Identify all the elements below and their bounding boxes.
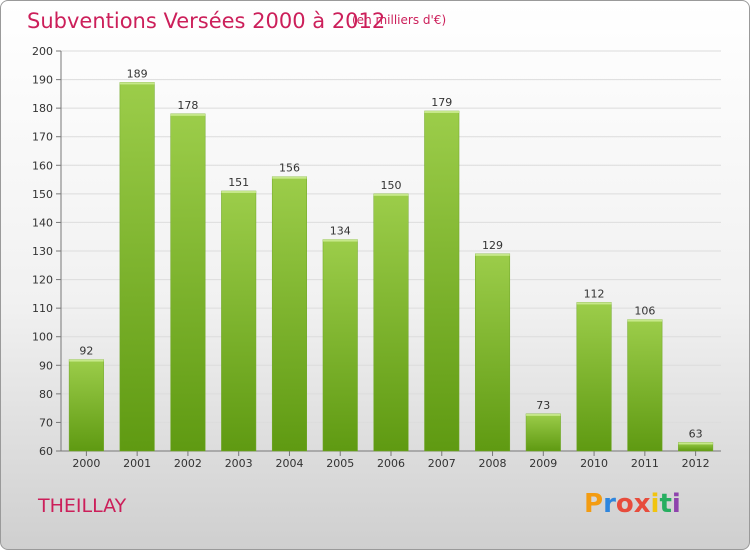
data-label-2006: 150 xyxy=(381,179,402,192)
bar-2002 xyxy=(170,113,206,452)
bar-top-highlight xyxy=(119,82,155,85)
bar-top-highlight xyxy=(475,253,510,256)
x-tick-label-2010: 2010 xyxy=(580,457,608,470)
bar-top-highlight xyxy=(272,176,307,179)
data-label-2005: 134 xyxy=(330,225,351,238)
chart-title: Subventions Versées 2000 à 2012 xyxy=(27,9,386,33)
x-tick-label-2000: 2000 xyxy=(72,457,100,470)
bar-top-highlight xyxy=(424,111,460,113)
bar-top-highlight xyxy=(170,113,206,116)
y-tick-label: 60 xyxy=(39,445,53,458)
data-label-2004: 156 xyxy=(279,162,300,175)
x-tick-label-2009: 2009 xyxy=(529,457,557,470)
logo-letter: r xyxy=(603,489,616,519)
bar-2007 xyxy=(424,110,460,452)
x-tick-label-2007: 2007 xyxy=(428,457,456,470)
y-tick-label: 100 xyxy=(32,331,53,344)
bar-2010 xyxy=(576,302,612,452)
y-tick-label: 140 xyxy=(32,216,53,229)
x-tick-label-2004: 2004 xyxy=(275,457,303,470)
data-label-2007: 179 xyxy=(431,96,452,109)
x-tick-label-2012: 2012 xyxy=(682,457,710,470)
y-tick-label: 180 xyxy=(32,102,53,115)
data-label-2003: 151 xyxy=(228,176,249,189)
bars xyxy=(68,82,714,452)
x-tick-label-2011: 2011 xyxy=(631,457,659,470)
logo-letter: t xyxy=(659,489,672,519)
y-tick-label: 200 xyxy=(32,45,53,58)
x-tick-label-2006: 2006 xyxy=(377,457,405,470)
y-tick-label: 170 xyxy=(32,131,53,144)
y-tick-label: 130 xyxy=(32,245,53,258)
bar-2000 xyxy=(68,359,104,452)
y-tick-label: 110 xyxy=(32,302,53,315)
bar-2011 xyxy=(627,319,663,452)
data-label-2000: 92 xyxy=(79,345,93,358)
bar-top-highlight xyxy=(322,239,358,242)
bar-2001 xyxy=(119,82,155,452)
logo-letter: i xyxy=(671,489,681,519)
y-tick-label: 150 xyxy=(32,188,53,201)
bar-top-highlight xyxy=(221,191,256,193)
bar-2005 xyxy=(322,239,358,452)
logo-letter: i xyxy=(650,489,660,519)
y-tick-label: 70 xyxy=(39,416,53,429)
bar-2009 xyxy=(525,413,561,452)
x-tick-label-2008: 2008 xyxy=(479,457,507,470)
data-label-2011: 106 xyxy=(634,305,655,318)
proxiti-logo: Proxiti xyxy=(584,489,681,519)
logo-letter: P xyxy=(584,489,604,519)
bar-2004 xyxy=(271,176,307,452)
bar-top-highlight xyxy=(627,319,663,322)
logo-letter: x xyxy=(633,489,651,519)
logo-letter: o xyxy=(615,489,634,519)
bar-top-highlight xyxy=(526,413,561,416)
x-tick-label-2003: 2003 xyxy=(225,457,253,470)
x-tick-label-2005: 2005 xyxy=(326,457,354,470)
bar-top-highlight xyxy=(69,359,104,362)
x-tick-label-2001: 2001 xyxy=(123,457,151,470)
bar-2003 xyxy=(221,190,257,452)
chart-subtitle: (en milliers d'€) xyxy=(352,13,447,27)
bar-top-highlight xyxy=(576,302,612,305)
y-tick-label: 120 xyxy=(32,274,53,287)
data-label-2009: 73 xyxy=(536,399,550,412)
data-label-2008: 129 xyxy=(482,239,503,252)
bar-2006 xyxy=(373,193,409,452)
data-label-2010: 112 xyxy=(584,287,605,300)
labels: 60 70 80 90 100 110 120 130 140 150 160 170 180 190 20… xyxy=(32,45,710,470)
y-tick-label: 190 xyxy=(32,74,53,87)
y-tick-label: 90 xyxy=(39,359,53,372)
y-tick-label: 160 xyxy=(32,159,53,172)
bar-top-highlight xyxy=(373,193,409,196)
data-label-2012: 63 xyxy=(689,427,703,440)
x-tick-label-2002: 2002 xyxy=(174,457,202,470)
y-tick-label: 80 xyxy=(39,388,53,401)
data-label-2001: 189 xyxy=(127,67,148,80)
bar-2008 xyxy=(475,253,511,452)
bar-top-highlight xyxy=(678,442,713,445)
commune-name: THEILLAY xyxy=(38,495,127,517)
data-label-2002: 178 xyxy=(177,99,198,112)
